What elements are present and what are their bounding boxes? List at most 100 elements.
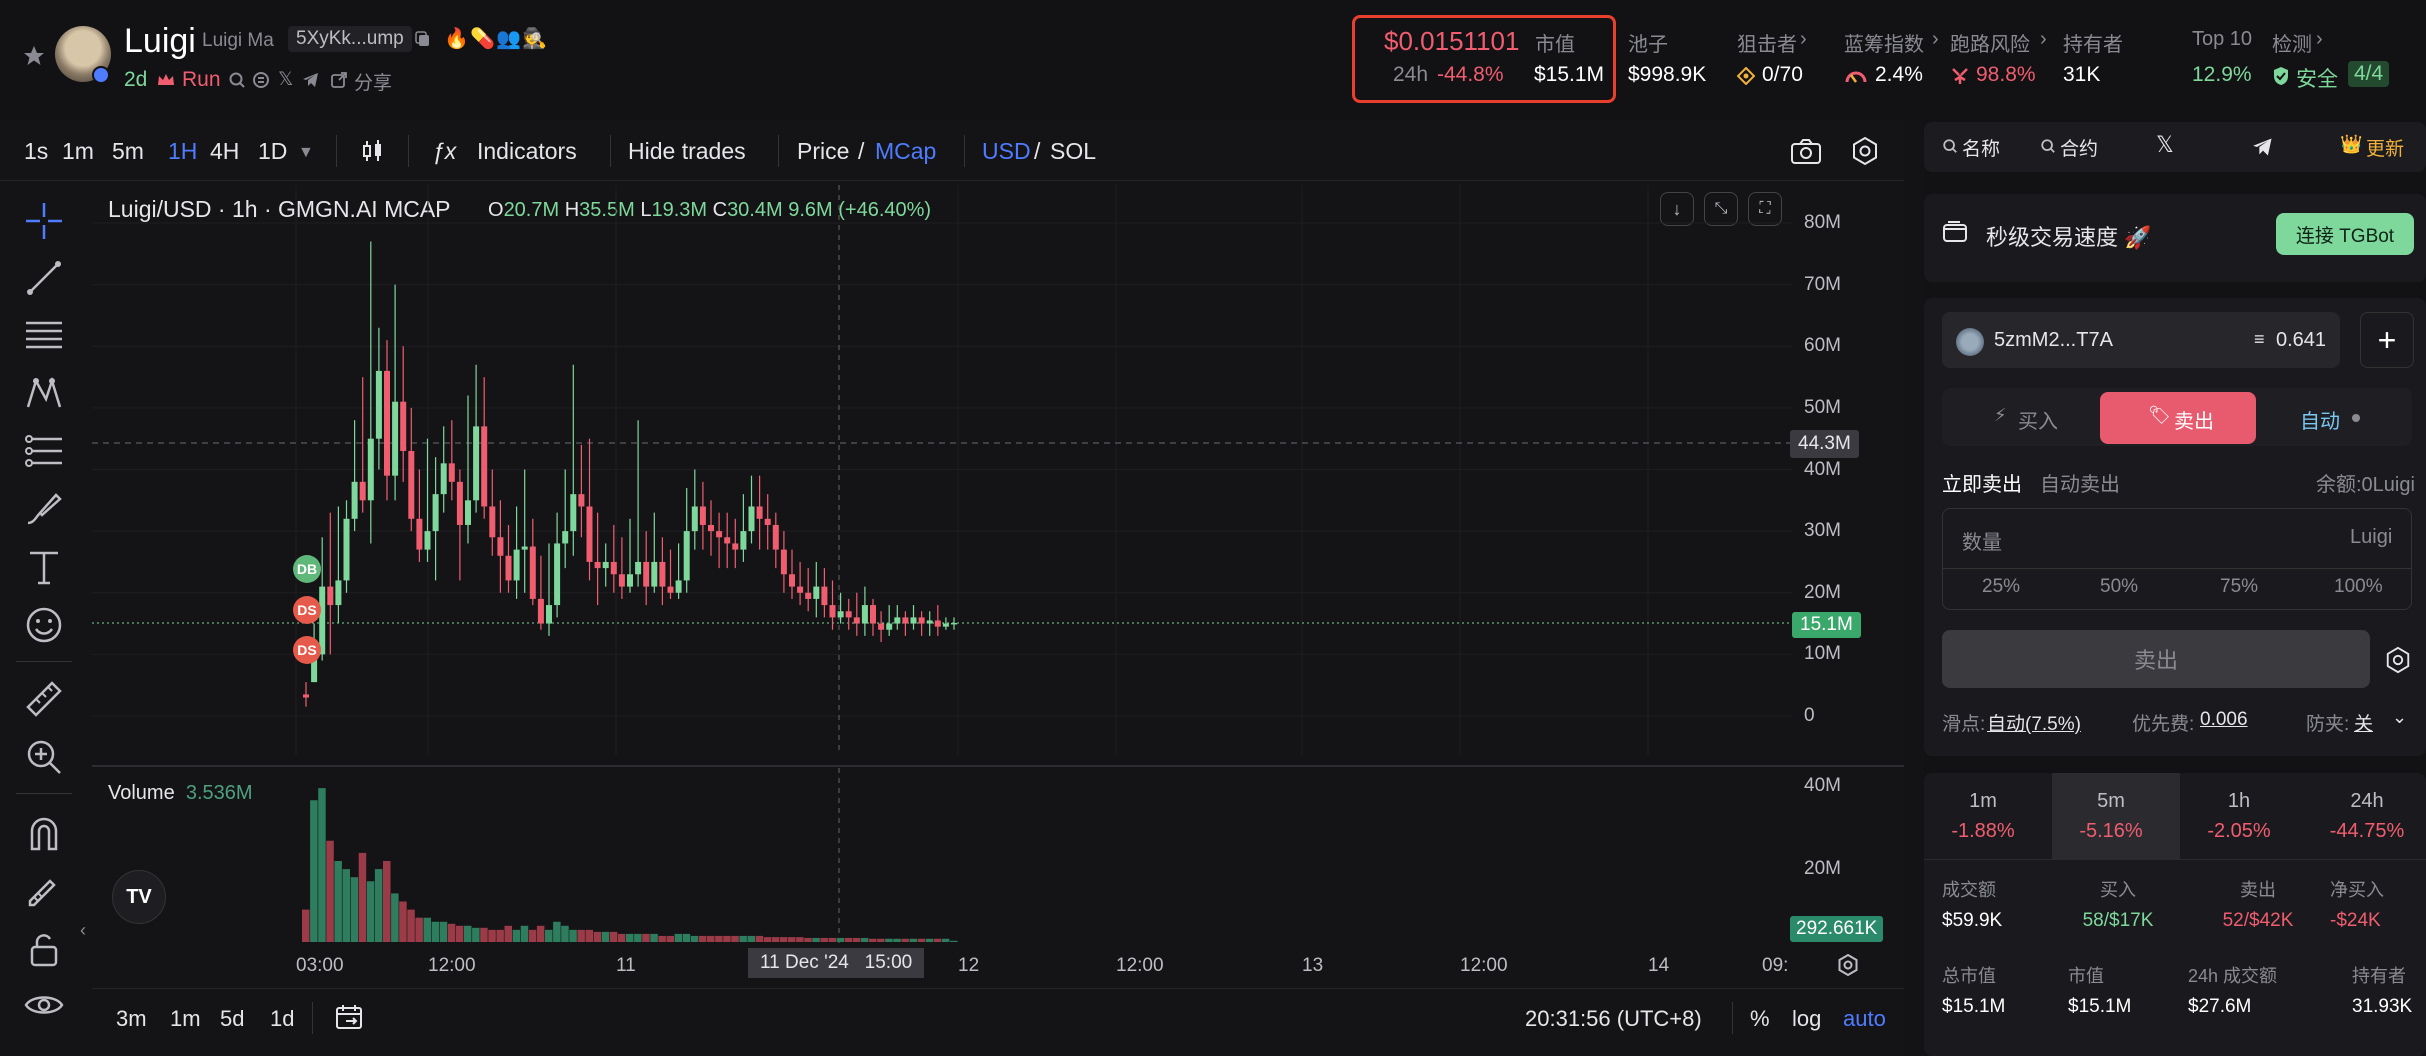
percent-25-button[interactable]: 25%	[1982, 576, 2021, 597]
slippage-value[interactable]: 自动(7.5%)	[1987, 714, 2081, 735]
priority-fee-value[interactable]: 0.006	[2200, 709, 2248, 730]
sell-button[interactable]: 卖出	[1942, 630, 2370, 688]
fx-icon[interactable]: ƒx	[432, 138, 457, 164]
candlestick-chart[interactable]	[92, 185, 1792, 755]
x-icon[interactable]: 𝕏	[2156, 132, 2174, 157]
range-5d[interactable]: 5d	[220, 1006, 245, 1031]
telegram-icon[interactable]	[2252, 136, 2274, 158]
stat-bluechip-label[interactable]: 蓝筹指数	[1844, 34, 1924, 56]
sell-tab[interactable]	[2100, 392, 2256, 444]
wallet-selector[interactable]	[1942, 312, 2340, 368]
settings-icon[interactable]	[2384, 646, 2412, 674]
interval-1h[interactable]: 1H	[168, 138, 198, 164]
candle-type-icon[interactable]	[360, 138, 386, 164]
fib-icon[interactable]	[24, 431, 64, 471]
hide-trades-button[interactable]: Hide trades	[628, 138, 746, 164]
zoom-in-icon[interactable]	[24, 737, 64, 777]
dev-buy-marker[interactable]: DB	[293, 555, 321, 583]
mev-value[interactable]: 关	[2354, 714, 2374, 735]
stat-sniper-label[interactable]: 狙击者	[1737, 34, 1797, 56]
calendar-icon[interactable]	[334, 1002, 364, 1032]
chevron-down-icon[interactable]: ⌄	[2392, 707, 2408, 727]
stat-check-label[interactable]: 检测	[2272, 34, 2312, 56]
instant-sell-tab[interactable]: 立即卖出	[1942, 474, 2022, 496]
settings-icon[interactable]	[1850, 136, 1880, 166]
share-icon[interactable]	[330, 71, 348, 89]
timeframe-1h-label[interactable]: 1h	[2227, 790, 2251, 812]
scroll-to-latest-button[interactable]: ↓	[1660, 192, 1694, 226]
clock-readout[interactable]: 20:31:56 (UTC+8)	[1525, 1006, 1702, 1031]
fullscreen-button[interactable]: ⛶	[1748, 192, 1782, 226]
share-label[interactable]: 分享	[354, 73, 393, 94]
x-icon[interactable]: 𝕏	[278, 69, 294, 90]
axis-settings-icon[interactable]	[1836, 953, 1860, 977]
search-icon[interactable]	[228, 71, 246, 89]
timeframe-5m-label[interactable]: 5m	[2097, 790, 2125, 812]
horizontal-lines-icon[interactable]	[24, 315, 64, 355]
interval-1s[interactable]: 1s	[24, 138, 49, 164]
auto-tab[interactable]: 自动	[2300, 411, 2340, 433]
auto-sell-tab[interactable]: 自动卖出	[2040, 474, 2120, 496]
range-1d[interactable]: 1d	[270, 1006, 295, 1031]
camera-icon[interactable]	[1790, 137, 1822, 165]
timeframe-1m-label[interactable]: 1m	[1969, 790, 1997, 812]
sol-toggle[interactable]: SOL	[1050, 138, 1097, 164]
interval-1d[interactable]: 1D	[258, 138, 288, 164]
contract-address[interactable]: 5XyKk...ump	[288, 26, 412, 52]
volume-chart[interactable]	[92, 768, 1792, 943]
eye-icon[interactable]	[24, 985, 64, 1025]
amount-input[interactable]: 数量	[1962, 532, 2002, 554]
buy-tab[interactable]: 买入	[2018, 411, 2058, 433]
price-toggle[interactable]: Price	[797, 138, 850, 164]
volume-bar	[707, 935, 715, 942]
interval-5m[interactable]: 5m	[112, 138, 144, 164]
market-stat-value: $27.6M	[2188, 996, 2252, 1017]
text-icon[interactable]	[24, 547, 64, 587]
indicators-button[interactable]: Indicators	[477, 138, 577, 164]
connect-tgbot-button[interactable]: 连接 TGBot	[2276, 213, 2414, 255]
collapse-arrow-icon[interactable]: ‹	[80, 920, 86, 940]
range-3m[interactable]: 3m	[116, 1006, 147, 1031]
interval-4h[interactable]: 4H	[210, 138, 240, 164]
add-wallet-button[interactable]: +	[2360, 312, 2414, 368]
dev-sell-marker[interactable]: DS	[293, 596, 321, 624]
volume-bar	[950, 940, 958, 942]
ruler-icon[interactable]	[24, 679, 64, 719]
trade-stat-value: $59.9K	[1942, 910, 2003, 931]
percent-100-button[interactable]: 100%	[2334, 576, 2383, 597]
mcap-toggle[interactable]: MCap	[875, 138, 937, 164]
search-contract-tab[interactable]: 合约	[2060, 139, 2099, 160]
menu-icon[interactable]	[252, 71, 270, 89]
dev-sell-marker[interactable]: DS	[293, 636, 321, 664]
chevron-down-icon[interactable]: ▼	[298, 144, 314, 161]
update-button[interactable]: 更新	[2366, 139, 2405, 160]
percent-toggle[interactable]: %	[1750, 1006, 1770, 1031]
percent-50-button[interactable]: 50%	[2100, 576, 2139, 597]
pane-divider[interactable]	[92, 765, 1904, 767]
candle-body	[392, 401, 399, 476]
interval-1m[interactable]: 1m	[62, 138, 94, 164]
pattern-icon[interactable]	[24, 373, 64, 413]
crosshair-icon[interactable]	[24, 201, 64, 241]
search-icon	[2041, 139, 2055, 153]
copy-icon[interactable]	[414, 30, 432, 48]
trendline-icon[interactable]	[24, 258, 64, 298]
collapse-button[interactable]: ⤡	[1704, 192, 1738, 226]
log-toggle[interactable]: log	[1792, 1006, 1822, 1031]
pencil-lock-icon[interactable]	[24, 871, 64, 911]
timeframe-24h-label[interactable]: 24h	[2350, 790, 2384, 812]
telegram-icon[interactable]	[302, 71, 320, 89]
percent-75-button[interactable]: 75%	[2220, 576, 2259, 597]
auto-toggle[interactable]: auto	[1843, 1006, 1886, 1031]
range-1m[interactable]: 1m	[170, 1006, 201, 1031]
lock-icon[interactable]	[24, 929, 64, 969]
brush-icon[interactable]	[24, 489, 64, 529]
star-icon[interactable]	[22, 44, 46, 68]
usd-toggle[interactable]: USD	[982, 138, 1031, 164]
tradingview-logo[interactable]: TV	[112, 870, 166, 924]
magnet-icon[interactable]	[24, 813, 64, 853]
volume-bar	[755, 935, 764, 942]
stat-rug-label[interactable]: 跑路风险	[1950, 34, 2030, 56]
emoji-icon[interactable]	[24, 605, 64, 645]
search-name-tab[interactable]: 名称	[1962, 139, 2001, 160]
